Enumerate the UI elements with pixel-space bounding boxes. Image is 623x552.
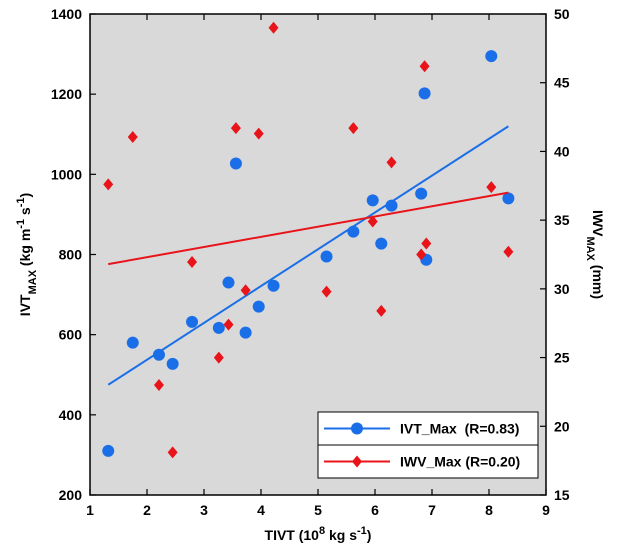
point [212, 321, 225, 334]
legend-label: IWV_Max (R=0.20) [400, 454, 520, 470]
y2-tick-label: 35 [554, 212, 570, 228]
point [126, 336, 139, 349]
point [486, 181, 497, 194]
y2-tick-label: 50 [554, 6, 570, 22]
y-axis-label-part: -1 [15, 219, 27, 229]
x-axis-label: TIVT (108 kg s-1) [265, 525, 372, 543]
point [321, 285, 332, 298]
point [416, 248, 427, 261]
y-tick-label: 200 [59, 487, 83, 503]
point [240, 284, 251, 297]
y2-axis-label-part: IWV [590, 210, 606, 237]
point [502, 192, 515, 205]
y2-tick-label: 25 [554, 350, 570, 366]
point [230, 122, 241, 135]
y-tick-label: 600 [59, 327, 83, 343]
point [415, 187, 428, 200]
x-tick-label: 1 [86, 502, 94, 518]
point [153, 379, 164, 392]
y2-axis-label: IWVMAX (mm) [584, 210, 606, 299]
point [127, 130, 138, 143]
point [268, 21, 279, 34]
point [367, 215, 378, 228]
point [503, 245, 514, 258]
y-axis-label-part: ) [17, 193, 33, 198]
y-tick-label: 1000 [51, 166, 82, 182]
point [376, 304, 387, 317]
point [102, 444, 115, 457]
point [267, 279, 280, 292]
x-tick-label: 5 [314, 502, 322, 518]
point [239, 326, 252, 339]
y-axis-label-part: MAX [27, 269, 39, 294]
x-tick-label: 7 [428, 502, 436, 518]
point [386, 156, 397, 169]
y-tick-label: 1200 [51, 86, 82, 102]
y2-tick-label: 30 [554, 281, 570, 297]
point [186, 315, 199, 328]
y2-tick-label: 40 [554, 143, 570, 159]
legend-marker [351, 422, 363, 435]
y2-tick-label: 15 [554, 487, 570, 503]
point [385, 199, 398, 212]
point [320, 250, 333, 263]
x-tick-label: 6 [371, 502, 379, 518]
point [213, 351, 224, 364]
point [348, 122, 359, 135]
y2-axis-label-part: MAX [584, 236, 596, 261]
point [166, 357, 179, 370]
point [167, 446, 178, 459]
point [252, 300, 265, 313]
x-axis-label-part: TIVT (10 [265, 527, 320, 543]
x-axis-label-part: ) [367, 527, 372, 543]
point [418, 87, 431, 100]
y-axis-label-part: IVT [17, 294, 33, 316]
legend-marker [352, 455, 362, 468]
y-axis-label-part: -1 [15, 197, 27, 207]
point [375, 237, 388, 250]
x-axis-label-part: kg s [325, 527, 357, 543]
point [152, 348, 165, 361]
point [223, 318, 234, 331]
x-tick-label: 3 [200, 502, 208, 518]
x-tick-label: 2 [143, 502, 151, 518]
y-tick-label: 400 [59, 407, 83, 423]
point [187, 256, 198, 269]
point [103, 178, 114, 191]
point [347, 225, 360, 238]
y-axis-label-part: s [17, 207, 33, 219]
y2-tick-label: 20 [554, 418, 570, 434]
point [222, 276, 235, 289]
x-tick-label: 8 [485, 502, 493, 518]
point [229, 157, 242, 170]
point [485, 50, 498, 63]
x-axis-label-part: -1 [357, 525, 367, 537]
trend-line [108, 191, 509, 266]
point [366, 194, 379, 207]
plot-frame [89, 13, 547, 496]
point [253, 127, 264, 140]
y-tick-label: 1400 [51, 6, 82, 22]
point [421, 237, 432, 250]
y2-axis-label-part: (mm) [590, 261, 606, 299]
y-axis-label-part: (kg m [17, 229, 33, 270]
y-axis-label: IVTMAX (kg m-1 s-1) [15, 193, 39, 316]
x-axis-label-part: 8 [319, 525, 325, 537]
trend-line [107, 125, 509, 386]
x-tick-label: 9 [542, 502, 550, 518]
legend-label: IVT_Max (R=0.83) [400, 421, 519, 437]
y2-tick-label: 45 [554, 75, 570, 91]
point [419, 60, 430, 73]
x-tick-label: 4 [257, 502, 265, 518]
y-tick-label: 800 [59, 247, 83, 263]
